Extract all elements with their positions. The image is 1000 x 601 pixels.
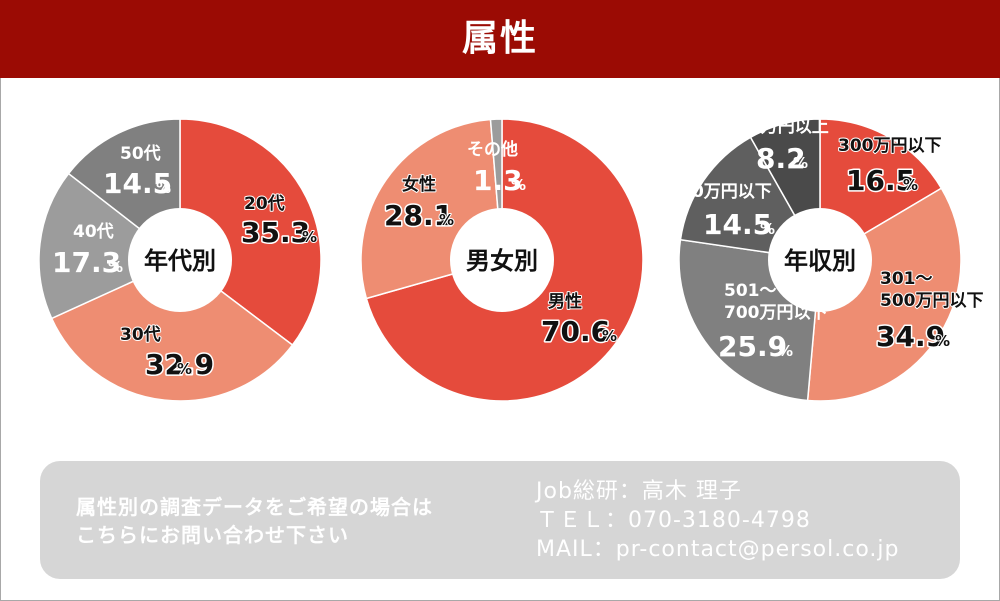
percent-unit: % <box>439 211 454 229</box>
percent-unit: % <box>511 176 526 194</box>
category-label: 1,000万円以下 <box>650 182 772 202</box>
percent-unit: % <box>108 258 123 276</box>
contact-phone: ＴＥＬ：070-3180-4798 <box>536 508 811 533</box>
value-label: 8.2 <box>756 142 806 175</box>
donut-hole <box>768 208 872 312</box>
value-label: 70.6 <box>541 315 610 348</box>
request-text-line2: こちらにお問い合わせ下さい <box>76 523 349 547</box>
contact-person: Job総研：高木 理子 <box>536 479 742 504</box>
pie-slice <box>806 187 962 402</box>
category-label: 30代 <box>120 324 161 345</box>
value-label: 17.3 <box>52 246 121 279</box>
percent-unit: % <box>935 332 950 350</box>
category-label: 女性 <box>402 174 436 195</box>
category-label: 20代 <box>244 193 285 214</box>
donut-hole <box>128 208 232 312</box>
value-label: 35.3 <box>241 216 310 249</box>
value-label: 28.1 <box>384 199 453 232</box>
contact-email[interactable]: MAIL：pr-contact@persol.co.jp <box>536 537 900 562</box>
percent-unit: % <box>177 360 192 378</box>
percent-unit: % <box>760 220 775 238</box>
category-label: 40代 <box>73 221 114 242</box>
percent-unit: % <box>602 327 617 345</box>
value-label: 32.9 <box>145 348 214 381</box>
category-label: 700万円以下 <box>724 303 828 323</box>
value-label: 14.5 <box>703 208 772 241</box>
category-label: 男性 <box>548 291 582 312</box>
income-donut-chart: 年収別 300万円以下 16.5% 301～500万円以下 34.9% 501～700万円… <box>650 117 985 402</box>
pie-slice <box>50 259 294 402</box>
title-banner: 属性 <box>0 0 1000 78</box>
percent-unit: % <box>793 154 808 172</box>
value-label: 16.5 <box>846 164 915 197</box>
value-label: 14.5 <box>103 167 172 200</box>
category-label: 701～ <box>650 160 703 180</box>
center-label: 男女別 <box>466 247 538 275</box>
percent-unit: % <box>156 179 171 197</box>
contact-panel: 属性別の調査データをご希望の場合は こちらにお問い合わせ下さい Job総研：高木… <box>40 461 960 579</box>
pie-slice <box>38 172 182 320</box>
donut-hole <box>450 208 554 312</box>
category-label: 301～ <box>880 269 933 289</box>
center-label: 年代別 <box>144 247 216 275</box>
category-label: 1,001万円以上 <box>707 117 829 137</box>
category-label: 501～ <box>724 281 777 301</box>
percent-unit: % <box>302 228 317 246</box>
center-label: 年収別 <box>784 247 856 275</box>
category-label: 50代 <box>120 143 161 164</box>
pie-slice <box>179 118 322 347</box>
value-label: 34.9 <box>876 320 945 353</box>
category-label: 300万円以下 <box>838 136 942 156</box>
request-text-line1: 属性別の調査データをご希望の場合は <box>76 495 433 519</box>
page-title: 属性 <box>461 18 538 59</box>
category-label: その他 <box>467 139 518 160</box>
value-label: 25.9 <box>718 330 787 363</box>
percent-unit: % <box>778 342 793 360</box>
category-label: 500万円以下 <box>880 291 984 311</box>
percent-unit: % <box>903 176 918 194</box>
value-label: 1.3 <box>473 164 523 197</box>
